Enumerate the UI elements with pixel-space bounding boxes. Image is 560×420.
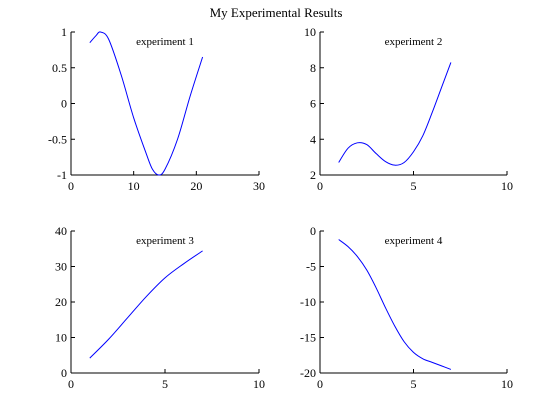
- y-tick-label: 8: [310, 61, 316, 75]
- y-tick-label: 10: [304, 25, 316, 39]
- subplot-3: 0 5 10 0 10 20 30 40 experiment 3: [55, 224, 265, 391]
- y-tick-label: 0.5: [52, 61, 67, 75]
- x-tick-label: 10: [128, 179, 140, 193]
- y-tick-label: 4: [310, 132, 316, 146]
- subplot-title-4: experiment 4: [385, 235, 443, 247]
- x-tick-label: 5: [411, 377, 417, 391]
- y-tick-label: 10: [55, 331, 67, 345]
- x-tick-label: 0: [317, 377, 323, 391]
- y-tick-label: 40: [55, 224, 67, 238]
- subplot-title-1: experiment 1: [136, 36, 194, 48]
- y-tick-label: 20: [55, 295, 67, 309]
- x-tick-label: 5: [411, 179, 417, 193]
- x-tick-label: 20: [190, 179, 202, 193]
- x-tick-label: 30: [253, 179, 265, 193]
- figure-title: My Experimental Results: [210, 5, 343, 20]
- x-tick-label: 0: [68, 377, 74, 391]
- x-tick-label: 5: [162, 377, 168, 391]
- x-tick-label: 10: [501, 377, 513, 391]
- x-tick-label: 10: [501, 179, 513, 193]
- y-tick-label: -5: [306, 260, 316, 274]
- series-line-4: [338, 239, 452, 370]
- series-line-1: [89, 31, 204, 176]
- y-tick-label: 6: [310, 97, 316, 111]
- series-line-3: [89, 250, 203, 359]
- subplot-1: 0 10 20 30 -1 -0.5 0 0.5 1 experiment 1: [48, 25, 265, 193]
- y-tick-label: -1: [57, 168, 67, 182]
- y-tick-label: 30: [55, 260, 67, 274]
- subplot-title-3: experiment 3: [136, 235, 194, 247]
- x-tick-label: 10: [253, 377, 265, 391]
- y-tick-label: -20: [300, 366, 316, 380]
- y-tick-label: 0: [61, 97, 67, 111]
- y-tick-label: 1: [61, 25, 67, 39]
- y-tick-label: -15: [300, 331, 316, 345]
- x-tick-label: 0: [317, 179, 323, 193]
- subplot-2: 0 5 10 2 4 6 8 10 experiment 2: [304, 25, 513, 193]
- y-tick-label: 0: [61, 366, 67, 380]
- subplot-title-2: experiment 2: [385, 36, 443, 48]
- y-tick-label: -10: [300, 295, 316, 309]
- series-line-2: [338, 62, 452, 166]
- subplot-4: 0 5 10 -20 -15 -10 -5 0 experiment 4: [300, 224, 513, 391]
- y-tick-label: 0: [310, 224, 316, 238]
- y-tick-label: 2: [310, 168, 316, 182]
- y-tick-label: -0.5: [48, 132, 67, 146]
- x-tick-label: 0: [68, 179, 74, 193]
